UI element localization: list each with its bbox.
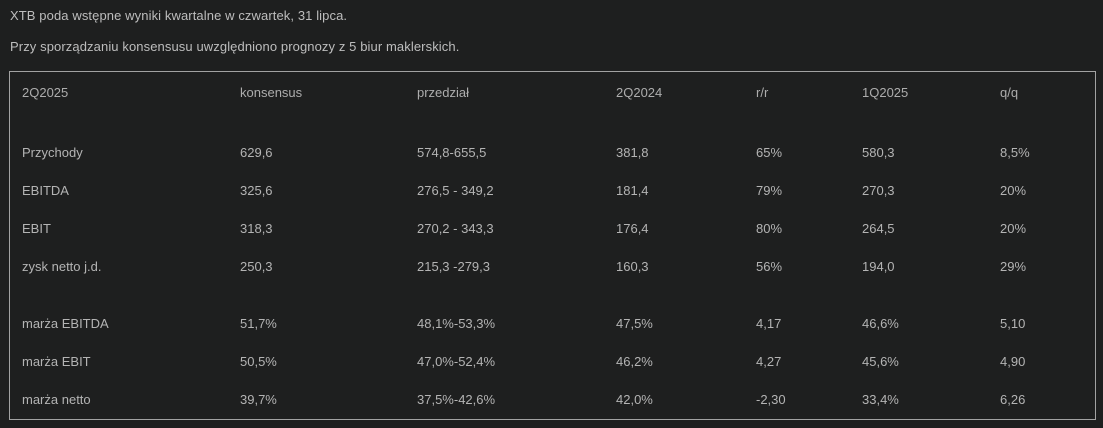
table-row-marza-ebit: marża EBIT 50,5% 47,0%-52,4% 46,2% 4,27 …: [10, 342, 1095, 380]
cell-konsensus: 39,7%: [240, 391, 277, 407]
row-label: marża EBITDA: [22, 315, 109, 331]
cell-2q2024: 160,3: [616, 258, 649, 274]
cell-qq: 29%: [1000, 258, 1027, 274]
cell-konsensus: 318,3: [240, 220, 273, 236]
cell-przedzial: 48,1%-53,3%: [417, 315, 496, 331]
cell-1q2025: 46,6%: [862, 315, 899, 331]
cell-konsensus: 50,5%: [240, 353, 277, 369]
cell-2q2024: 47,5%: [616, 315, 653, 331]
table-header-row: 2Q2025 konsensus przedział 2Q2024 r/r 1Q…: [10, 72, 1095, 112]
cell-rr: 80%: [756, 220, 783, 236]
header-quarter: 2Q2025: [22, 84, 69, 100]
header-przedzial: przedział: [417, 84, 470, 100]
cell-konsensus: 325,6: [240, 182, 273, 198]
intro-line-2: Przy sporządzaniu konsensusu uwzględnion…: [10, 39, 460, 54]
cell-1q2025: 33,4%: [862, 391, 899, 407]
consensus-table: 2Q2025 konsensus przedział 2Q2024 r/r 1Q…: [10, 72, 1095, 418]
table-row-ebitda: EBITDA 325,6 276,5 - 349,2 181,4 79% 270…: [10, 171, 1095, 209]
cell-konsensus: 250,3: [240, 258, 273, 274]
cell-qq: 5,10: [1000, 315, 1026, 331]
cell-rr: 79%: [756, 182, 783, 198]
row-label: marża netto: [22, 391, 91, 407]
cell-1q2025: 264,5: [862, 220, 895, 236]
cell-2q2024: 42,0%: [616, 391, 653, 407]
cell-rr: -2,30: [756, 391, 786, 407]
cell-przedzial: 47,0%-52,4%: [417, 353, 496, 369]
cell-qq: 20%: [1000, 182, 1027, 198]
row-label: marża EBIT: [22, 353, 91, 369]
cell-przedzial: 215,3 -279,3: [417, 258, 491, 274]
cell-qq: 20%: [1000, 220, 1027, 236]
row-label: EBITDA: [22, 182, 69, 198]
cell-przedzial: 276,5 - 349,2: [417, 182, 494, 198]
table-row-marza-netto: marża netto 39,7% 37,5%-42,6% 42,0% -2,3…: [10, 380, 1095, 418]
spacer-row: [10, 112, 1095, 133]
cell-qq: 8,5%: [1000, 144, 1030, 160]
cell-2q2024: 176,4: [616, 220, 649, 236]
cell-przedzial: 574,8-655,5: [417, 144, 487, 160]
table-row-przychody: Przychody 629,6 574,8-655,5 381,8 65% 58…: [10, 133, 1095, 171]
row-label: zysk netto j.d.: [22, 258, 102, 274]
cell-konsensus: 629,6: [240, 144, 273, 160]
consensus-table-panel: 2Q2025 konsensus przedział 2Q2024 r/r 1Q…: [9, 71, 1096, 420]
header-2q2024: 2Q2024: [616, 84, 663, 100]
row-label: EBIT: [22, 220, 51, 236]
cell-1q2025: 45,6%: [862, 353, 899, 369]
cell-1q2025: 194,0: [862, 258, 895, 274]
header-rr: r/r: [756, 84, 769, 100]
cell-1q2025: 270,3: [862, 182, 895, 198]
cell-qq: 6,26: [1000, 391, 1026, 407]
cell-qq: 4,90: [1000, 353, 1026, 369]
cell-rr: 4,27: [756, 353, 782, 369]
spacer-row: [10, 285, 1095, 304]
cell-konsensus: 51,7%: [240, 315, 277, 331]
header-konsensus: konsensus: [240, 84, 303, 100]
header-1q2025: 1Q2025: [862, 84, 909, 100]
cell-przedzial: 37,5%-42,6%: [417, 391, 496, 407]
cell-rr: 65%: [756, 144, 783, 160]
intro-line-1: XTB poda wstępne wyniki kwartalne w czwa…: [10, 8, 348, 23]
table-row-ebit: EBIT 318,3 270,2 - 343,3 176,4 80% 264,5…: [10, 209, 1095, 247]
cell-2q2024: 46,2%: [616, 353, 653, 369]
cell-przedzial: 270,2 - 343,3: [417, 220, 494, 236]
row-label: Przychody: [22, 144, 83, 160]
cell-2q2024: 181,4: [616, 182, 649, 198]
table-row-zysk-netto: zysk netto j.d. 250,3 215,3 -279,3 160,3…: [10, 247, 1095, 285]
table-row-marza-ebitda: marża EBITDA 51,7% 48,1%-53,3% 47,5% 4,1…: [10, 304, 1095, 342]
header-qq: q/q: [1000, 84, 1019, 100]
cell-rr: 4,17: [756, 315, 782, 331]
cell-1q2025: 580,3: [862, 144, 895, 160]
cell-2q2024: 381,8: [616, 144, 649, 160]
cell-rr: 56%: [756, 258, 783, 274]
